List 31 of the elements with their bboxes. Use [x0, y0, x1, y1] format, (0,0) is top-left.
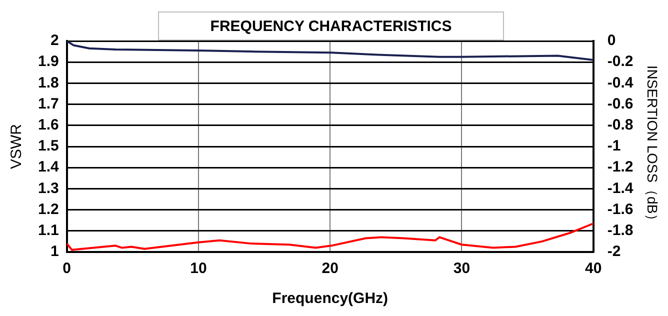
x-tick-label: 10 [190, 260, 207, 278]
x-tick-label: 20 [322, 260, 338, 278]
x-axis-title: Frequency(GHz) [272, 290, 388, 308]
y2-tick-label: -1.6 [607, 200, 634, 218]
y-tick-label: 1.4 [38, 158, 60, 176]
y2-tick-label: -1 [607, 138, 621, 155]
y2-tick-label: -0.8 [607, 116, 634, 134]
y2-tick-label: -1.2 [607, 158, 634, 176]
y-tick-label: 1.8 [38, 74, 59, 92]
y2-tick-label: -1.4 [607, 180, 634, 197]
x-tick-label: 0 [62, 260, 72, 278]
y-tick-label: 1.5 [38, 138, 59, 155]
y2-tick-label: -0.2 [607, 53, 634, 70]
chart-title: FREQUENCY CHARACTERISTICS [210, 18, 452, 36]
y-tick-label: 1.6 [38, 116, 59, 134]
y-tick-label: 1.7 [38, 95, 59, 112]
y-tick-label: 1.2 [38, 200, 59, 218]
y-tick-label: 1 [50, 243, 59, 260]
y-tick-label: 1.3 [38, 180, 59, 197]
y-tick-label: 1.9 [38, 53, 59, 70]
y2-tick-label: -0.4 [607, 74, 634, 92]
y2-tick-label: -0.6 [607, 95, 634, 112]
y-tick-label: 2 [50, 32, 59, 50]
y2-tick-label: -1.8 [607, 222, 634, 240]
y-tick-label: 1.1 [38, 222, 59, 240]
y-axis-title: VSWR [8, 124, 26, 169]
x-tick-label: 30 [453, 260, 470, 278]
y2-axis-title: INSERTION LOSS（dB） [644, 65, 661, 228]
y2-tick-label: 0 [607, 32, 616, 50]
y2-tick-label: -2 [607, 243, 621, 260]
x-tick-label: 40 [585, 260, 602, 278]
